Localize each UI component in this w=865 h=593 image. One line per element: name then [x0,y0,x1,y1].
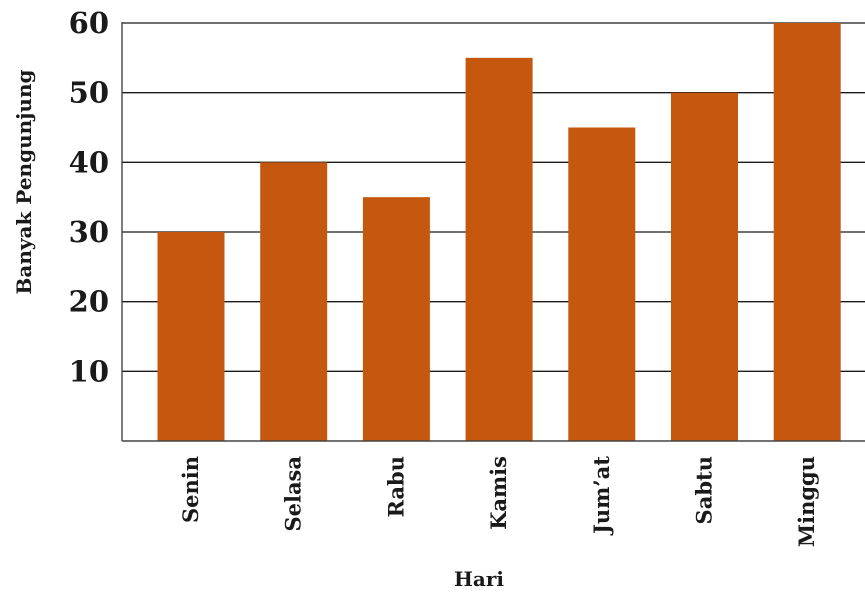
y-tick-label: 40 [69,145,109,179]
x-tick-label: Sabtu [692,456,717,524]
x-tick-label: Senin [178,456,203,523]
x-tick-label: Kamis [486,456,511,530]
x-tick-label: Minggu [794,456,819,547]
axis-layer [121,22,865,442]
y-tick-label: 60 [69,6,109,40]
y-tick-labels: 10 20 30 40 50 60 [69,6,109,388]
bar-sabtu [671,92,738,442]
x-tick-label: Selasa [281,456,306,532]
y-tick-label: 50 [69,76,109,110]
bar-layer [157,23,841,442]
bar-rabu [362,197,430,441]
x-tick-label: Jum’at [589,456,614,536]
x-tick-labels: Senin Selasa Rabu Kamis Jum’at Sabtu Minggu [178,456,819,548]
x-axis-title: Hari [454,567,504,591]
x-tick-label: Rabu [383,456,408,518]
y-tick-label: 30 [69,215,109,249]
bar-selasa [260,162,328,442]
y-tick-label: 10 [69,354,109,388]
bar-senin [157,232,225,441]
bar-minggu [773,23,841,441]
bar-kamis [465,57,533,441]
y-axis-title: Banyak Pengunjung [12,70,36,295]
y-tick-label: 20 [69,285,109,319]
bar-jumat [568,127,636,441]
